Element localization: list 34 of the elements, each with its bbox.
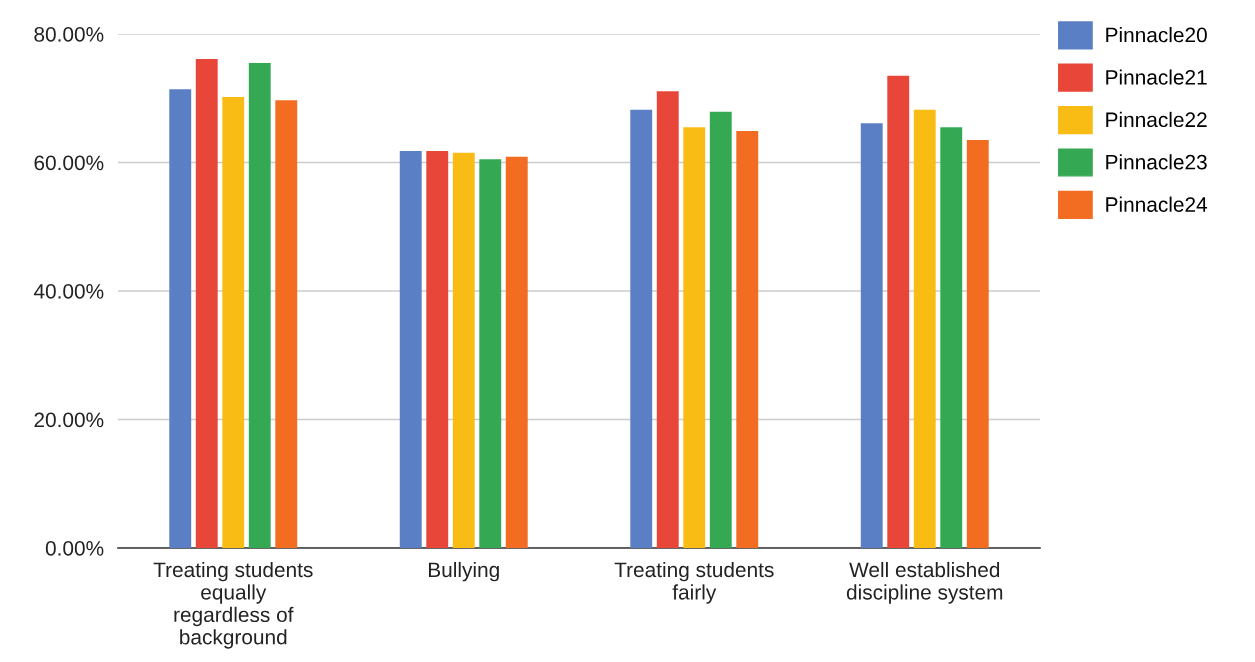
y-tick-label: 80.00% bbox=[34, 27, 104, 42]
bar bbox=[248, 62, 271, 548]
bar bbox=[940, 127, 963, 548]
bar bbox=[169, 89, 192, 548]
bar bbox=[195, 59, 218, 548]
y-tick-label: 0.00% bbox=[45, 541, 104, 556]
bar bbox=[505, 156, 528, 548]
x-tick-label: Bullying bbox=[428, 561, 499, 582]
bar bbox=[913, 109, 936, 548]
legend-label: Pinnacle22 bbox=[1106, 111, 1207, 128]
bar bbox=[656, 91, 679, 548]
x-tick-label: Treating students fairly bbox=[614, 561, 774, 604]
bar bbox=[630, 109, 653, 548]
bar bbox=[736, 131, 759, 548]
bar bbox=[887, 75, 910, 548]
bar bbox=[479, 159, 502, 548]
y-tick-label: 60.00% bbox=[34, 155, 104, 171]
bar bbox=[683, 127, 706, 548]
y-tick-label: 40.00% bbox=[33, 284, 104, 299]
legend-label: Pinnacle24 bbox=[1106, 196, 1208, 212]
x-tick-label: Treating students equally regardless of background bbox=[153, 561, 313, 649]
bar bbox=[452, 152, 475, 548]
legend-label: Pinnacle20 bbox=[1106, 27, 1207, 43]
y-tick-label: 20.00% bbox=[34, 412, 104, 428]
x-tick-label: Well established discipline system bbox=[846, 561, 1003, 604]
bar bbox=[860, 123, 883, 548]
bar bbox=[275, 100, 298, 548]
bar bbox=[709, 111, 732, 548]
legend-label: Pinnacle21 bbox=[1106, 69, 1207, 85]
bar bbox=[966, 140, 989, 548]
legend-label: Pinnacle23 bbox=[1106, 154, 1207, 170]
bar bbox=[222, 96, 245, 548]
bar bbox=[426, 150, 449, 548]
bar bbox=[399, 150, 422, 548]
